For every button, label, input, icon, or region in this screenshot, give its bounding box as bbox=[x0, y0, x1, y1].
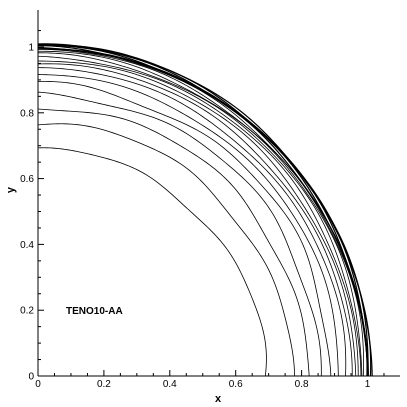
x-tick-label: 0.2 bbox=[97, 379, 111, 390]
contour-line bbox=[37, 55, 359, 377]
contour-line bbox=[37, 108, 310, 377]
x-tick-label: 0 bbox=[35, 379, 41, 390]
contour-line bbox=[37, 43, 369, 377]
y-tick-label: 0.6 bbox=[20, 174, 34, 185]
contour-line bbox=[37, 74, 339, 377]
contour-line bbox=[37, 91, 322, 377]
x-axis-title: x bbox=[215, 393, 222, 405]
contour-line bbox=[38, 52, 362, 377]
contour-line bbox=[37, 63, 353, 377]
y-axis-title: y bbox=[5, 186, 17, 193]
contour-line bbox=[37, 48, 365, 377]
x-tick-label: 1 bbox=[365, 379, 371, 390]
x-tick-label: 0.6 bbox=[229, 379, 243, 390]
contour-line bbox=[37, 147, 267, 377]
y-tick-label: 0 bbox=[28, 372, 34, 383]
y-axis: 0 0.2 0.4 0.6 0.8 1 bbox=[20, 30, 44, 383]
contour-line bbox=[37, 67, 347, 377]
y-tick-label: 0.2 bbox=[20, 306, 34, 317]
contour-line bbox=[37, 81, 332, 377]
x-tick-label: 0.4 bbox=[163, 379, 177, 390]
y-tick-label: 0.4 bbox=[20, 240, 34, 251]
scheme-annotation: TENO10-AA bbox=[66, 306, 123, 317]
y-tick-label: 0.8 bbox=[20, 108, 34, 119]
y-tick-label: 1 bbox=[28, 43, 34, 54]
contour-line bbox=[37, 60, 357, 377]
contour-line bbox=[37, 50, 363, 377]
x-axis: 0 0.2 0.4 0.6 0.8 1 bbox=[35, 370, 385, 390]
contour-lines bbox=[37, 43, 373, 377]
contour-line bbox=[37, 46, 369, 377]
contour-line bbox=[37, 44, 373, 377]
x-tick-label: 0.8 bbox=[295, 379, 309, 390]
contour-line bbox=[37, 123, 295, 377]
